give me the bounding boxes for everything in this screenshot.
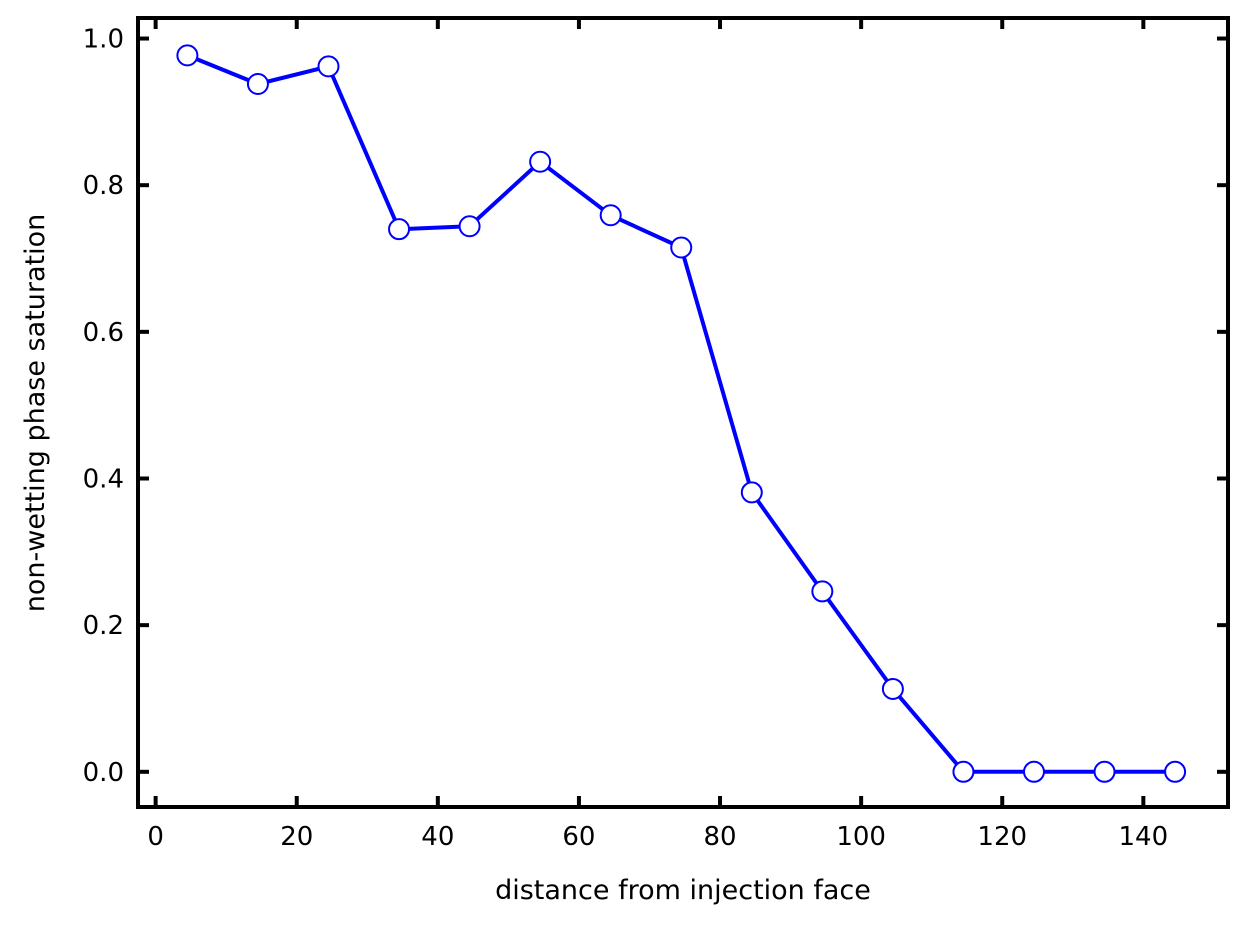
x-tick-label: 100 [836, 822, 886, 852]
y-tick-label: 0.0 [83, 758, 124, 788]
x-tick-label: 60 [562, 822, 595, 852]
data-point [1022, 760, 1045, 783]
y-tick-label: 0.6 [83, 318, 124, 348]
data-point [952, 760, 975, 783]
y-tick-label: 0.2 [83, 611, 124, 641]
data-point [740, 481, 763, 504]
x-tick-label: 120 [977, 822, 1027, 852]
x-tick-label: 20 [280, 822, 313, 852]
data-point [670, 236, 693, 259]
data-point [1164, 760, 1187, 783]
series-layer [176, 44, 1187, 783]
data-point [246, 72, 269, 95]
x-axis-label: distance from injection face [495, 875, 871, 906]
data-point [458, 215, 481, 238]
data-point [176, 44, 199, 67]
y-axis-label: non-wetting phase saturation [20, 214, 51, 612]
series-line [186, 53, 1176, 774]
x-tick-label: 140 [1119, 822, 1169, 852]
ticks-layer [138, 18, 1228, 807]
tick-labels-layer: 0 20 40 60 80 100 120 140 0.0 0.2 0.4 0.6 0.8 1.0 [83, 25, 1169, 852]
data-point [388, 218, 411, 241]
data-point [317, 55, 340, 78]
data-point [811, 580, 834, 603]
data-point [529, 150, 552, 173]
x-tick-label: 0 [147, 822, 164, 852]
y-tick-label: 0.8 [83, 171, 124, 201]
plot-frame [136, 16, 1230, 809]
x-tick-label: 40 [421, 822, 454, 852]
x-tick-label: 80 [703, 822, 736, 852]
data-point [881, 677, 904, 700]
data-point [599, 204, 622, 227]
y-tick-label: 1.0 [83, 25, 124, 55]
y-tick-label: 0.4 [83, 464, 124, 494]
data-point [1093, 760, 1116, 783]
